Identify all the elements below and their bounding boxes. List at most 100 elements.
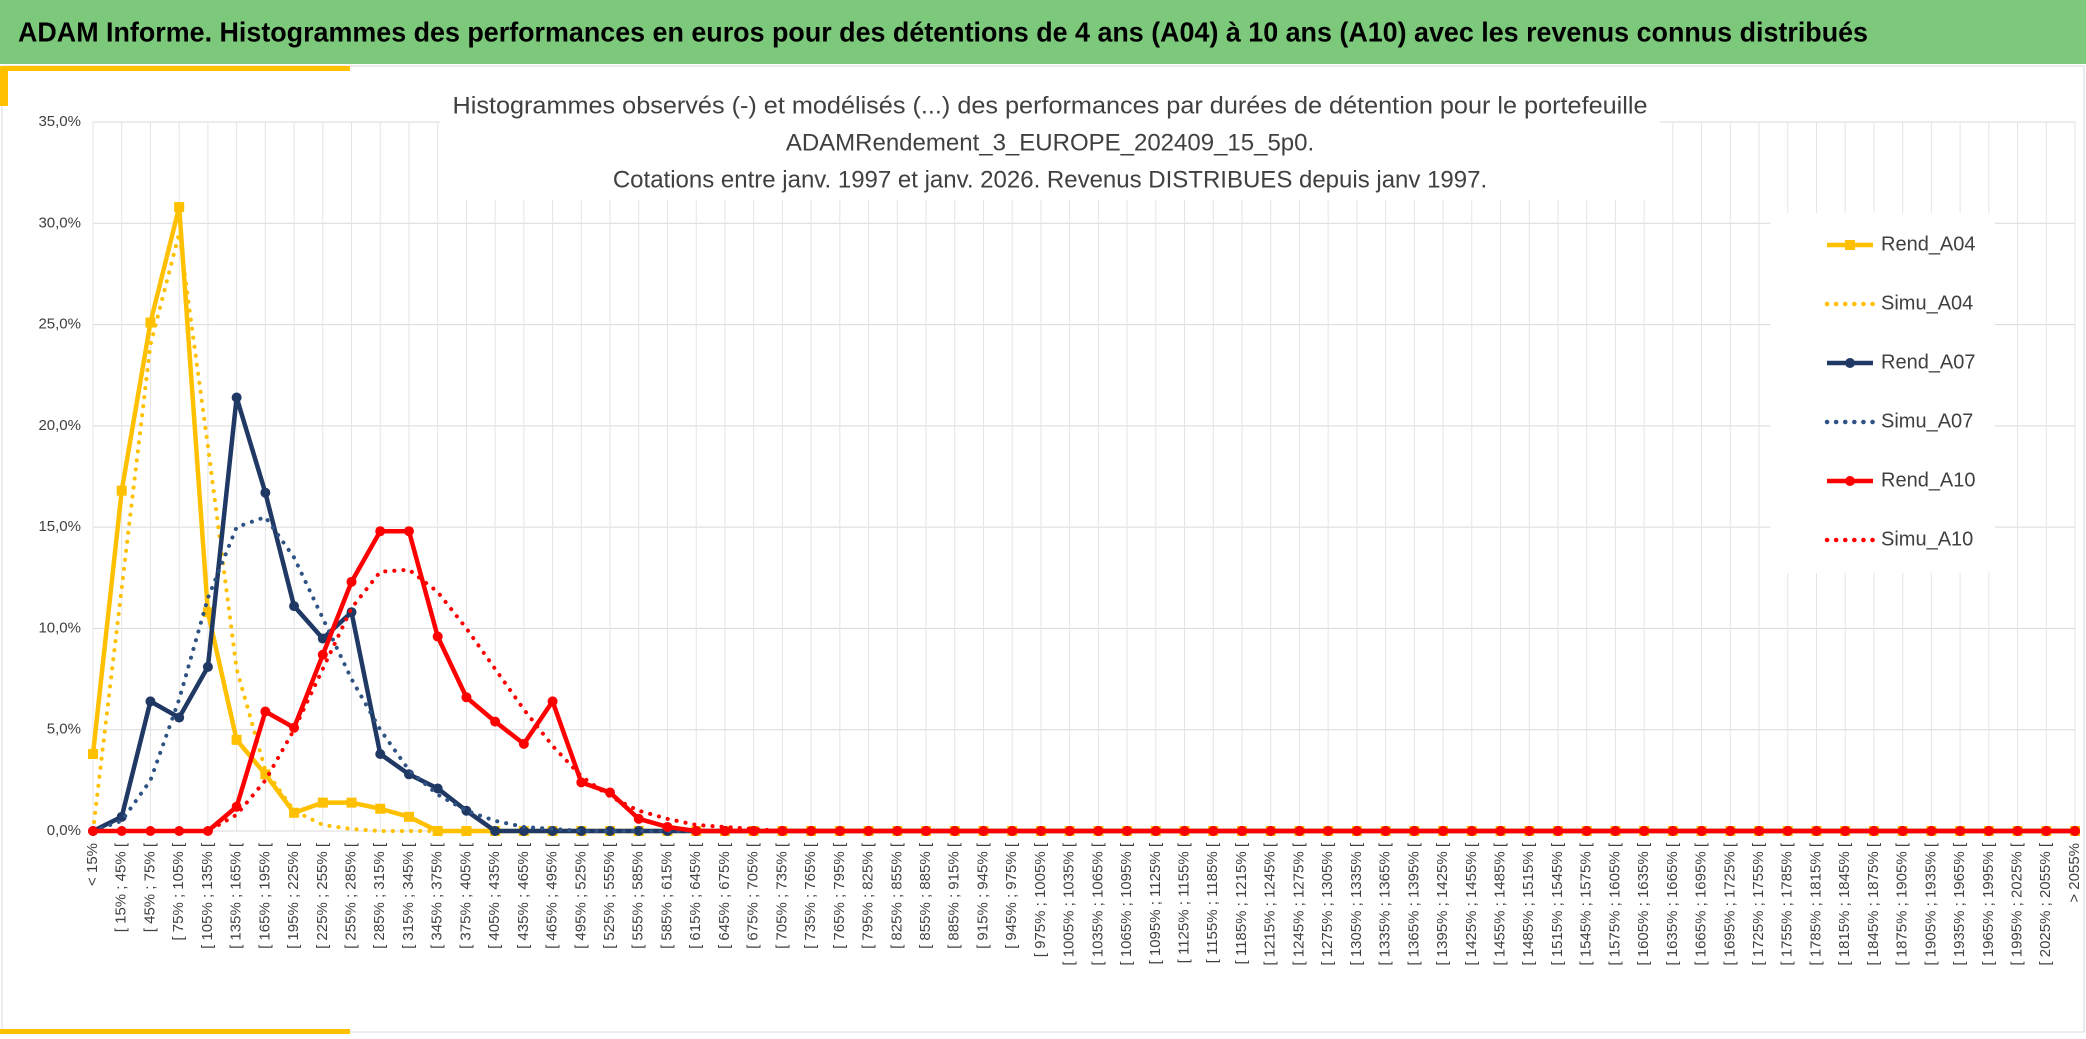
x-tick-label: [ 165% ; 195% [ (256, 842, 273, 949)
x-tick-label: [ 315% ; 345% [ (400, 842, 417, 949)
marker (518, 826, 529, 836)
x-tick-label: [ 735% ; 765% [ (802, 842, 819, 949)
marker (1696, 826, 1707, 836)
marker (1639, 826, 1650, 836)
marker (1983, 826, 1994, 836)
marker (375, 526, 386, 537)
x-tick-label: [ 195% ; 225% [ (285, 842, 302, 949)
x-tick-label: [ 45% ; 75% [ (141, 842, 158, 932)
x-tick-label: [ 1995% ; 2025% [ (2009, 842, 2026, 965)
x-tick-label: [ 1635% ; 1665% [ (1664, 842, 1681, 965)
marker (1667, 826, 1678, 836)
marker (1122, 826, 1133, 836)
marker (403, 811, 414, 822)
legend-label: Rend_A10 (1881, 469, 1976, 491)
marker (317, 633, 328, 644)
marker (346, 797, 357, 808)
marker (921, 826, 932, 836)
accent (0, 66, 8, 106)
y-tick-label: 10,0% (38, 619, 81, 636)
y-tick-label: 0,0% (47, 822, 81, 839)
marker (2041, 826, 2052, 836)
legend-label: Simu_A04 (1881, 292, 1973, 314)
marker (116, 485, 127, 496)
x-tick-label: [ 2025% ; 2055% [ (2037, 842, 2054, 965)
marker (576, 826, 587, 836)
marker (1323, 826, 1334, 836)
legend-label: Simu_A10 (1881, 528, 1973, 550)
x-tick-label: [ 585% ; 615% [ (658, 842, 675, 949)
x-tick-label: [ 285% ; 315% [ (371, 842, 388, 949)
marker (174, 826, 185, 836)
accent (0, 1029, 350, 1034)
marker (633, 813, 644, 824)
marker (1064, 826, 1075, 836)
x-tick-label: [ 405% ; 435% [ (486, 842, 503, 949)
chart-title: ADAMRendement_3_EUROPE_202409_15_5p0. (786, 129, 1314, 156)
x-tick-label: [ 105% ; 135% [ (199, 842, 216, 949)
x-tick-label: [ 1815% ; 1845% [ (1836, 842, 1853, 965)
x-tick-label: [ 1365% ; 1395% [ (1405, 842, 1422, 965)
x-tick-label: [ 465% ; 495% [ (544, 842, 561, 949)
marker (461, 692, 472, 703)
x-tick-label: [ 1245% ; 1275% [ (1290, 842, 1307, 965)
marker (892, 826, 903, 836)
plot (88, 202, 2080, 836)
x-tick-label: [ 1335% ; 1365% [ (1377, 842, 1394, 965)
x-tick-label: [ 1215% ; 1245% [ (1262, 842, 1279, 965)
chart-frame (1, 65, 2085, 1033)
marker (1524, 826, 1535, 836)
marker (777, 826, 788, 836)
x-tick-label: [ 1035% ; 1065% [ (1089, 842, 1106, 965)
x-tick-label: [ 1845% ; 1875% [ (1865, 842, 1882, 965)
marker (576, 777, 587, 788)
legend-label: Rend_A04 (1881, 233, 1976, 255)
x-tick-label: [ 645% ; 675% [ (716, 842, 733, 949)
x-tick-label: [ 225% ; 255% [ (314, 842, 331, 949)
y-tick-label: 20,0% (38, 417, 81, 434)
x-tick-label: [ 765% ; 795% [ (831, 842, 848, 949)
x-tick-label: < 15% (84, 843, 101, 886)
marker (1294, 826, 1305, 836)
x-tick-label: [ 675% ; 705% [ (745, 842, 762, 949)
marker (260, 487, 271, 498)
header-bar (0, 0, 2086, 64)
x-tick-label: [ 945% ; 975% [ (1003, 842, 1020, 949)
x-tick-label: [ 705% ; 735% [ (773, 842, 790, 949)
marker (432, 631, 443, 642)
marker (88, 749, 98, 760)
marker (949, 826, 960, 836)
marker (145, 317, 156, 328)
marker (1093, 826, 1104, 836)
header-title: ADAM Informe. Histogrammes des performan… (18, 16, 1868, 47)
marker (518, 738, 529, 749)
legend-marker (1845, 476, 1855, 486)
x-tick-label: [ 1095% ; 1125% [ (1147, 842, 1164, 964)
marker (1150, 826, 1161, 836)
marker (1610, 826, 1621, 836)
marker (346, 576, 357, 587)
grid: 0,0% 5,0% 10,0% 15,0% 20,0% 25,0% 30,0% 35,0% < … (38, 113, 2083, 966)
x-tick-label: [ 345% ; 375% [ (429, 842, 446, 949)
x-tick-label: [ 375% ; 405% [ (457, 842, 474, 949)
marker (375, 803, 386, 814)
x-tick-label: [ 525% ; 555% [ (601, 842, 618, 949)
x-tick-label: [ 1455% ; 1485% [ (1491, 842, 1508, 965)
legend-marker (1845, 240, 1855, 250)
marker (662, 821, 673, 832)
marker (2012, 826, 2023, 836)
x-tick-label: [ 555% ; 585% [ (630, 842, 647, 949)
y-tick-label: 25,0% (38, 316, 81, 333)
x-tick-label: [ 1395% ; 1425% [ (1434, 842, 1451, 965)
marker (260, 769, 271, 780)
x-tick-label: [ 915% ; 945% [ (974, 842, 991, 949)
x-tick-label: [ 1575% ; 1605% [ (1606, 842, 1623, 965)
y-tick-label: 5,0% (47, 721, 81, 738)
marker (174, 202, 185, 213)
marker (403, 526, 414, 537)
x-tick-label: [ 1695% ; 1725% [ (1721, 842, 1738, 965)
marker (633, 826, 644, 836)
x-tick-label: [ 1605% ; 1635% [ (1635, 842, 1652, 965)
chart-title: Cotations entre janv. 1997 et janv. 2026… (613, 166, 1487, 193)
